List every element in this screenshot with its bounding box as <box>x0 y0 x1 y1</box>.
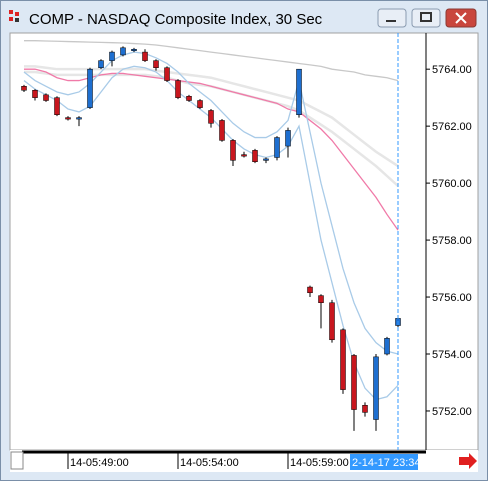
candle-body <box>164 67 170 81</box>
candle-body <box>219 120 225 141</box>
y-tick-label: 5760.00 <box>432 178 472 190</box>
candle-body <box>153 60 159 69</box>
window-title: COMP - NASDAQ Composite Index, 30 Sec <box>29 11 323 28</box>
y-tick-label: 5762.00 <box>432 121 472 133</box>
candle-body <box>21 86 27 91</box>
candle-body <box>120 47 126 56</box>
candle-body <box>65 117 71 120</box>
close-button[interactable] <box>445 8 477 28</box>
y-tick-label: 5758.00 <box>432 235 472 247</box>
candle-body <box>274 137 280 158</box>
app-icon <box>9 10 19 22</box>
candle-body <box>142 51 148 61</box>
indicator-line <box>24 68 399 231</box>
scroll-box[interactable] <box>10 451 24 470</box>
candle-body <box>241 154 247 157</box>
candle-body <box>186 95 192 101</box>
x-tick-label: 14-05:59:00 <box>290 457 349 469</box>
x-tick-label: 14-05:54:00 <box>180 457 239 469</box>
candle-body <box>208 110 214 124</box>
indicator-line <box>24 40 399 82</box>
candle-body <box>43 94 49 101</box>
candle-body <box>263 158 269 161</box>
candle-body <box>340 329 346 390</box>
candle-body <box>329 302 335 341</box>
candle-body <box>252 150 258 162</box>
y-tick-label: 5752.00 <box>432 406 472 418</box>
plot: 5752.00 5754.00 5756.00 5758.00 5760.00 5762.… <box>21 33 472 470</box>
candle-body <box>351 355 357 410</box>
indicator-line <box>24 65 399 168</box>
maximize-button[interactable] <box>411 8 441 28</box>
indicator-line <box>23 51 399 355</box>
candle-body <box>197 100 203 108</box>
y-tick-label: 5756.00 <box>432 292 472 304</box>
x-tick-label: 14-05:49:00 <box>70 457 129 469</box>
candle-body <box>109 51 115 61</box>
candle-body <box>296 68 302 116</box>
candle-body <box>98 60 104 69</box>
candle-body <box>32 90 38 98</box>
cursor-label: 2-14-17 23:34:00 <box>352 457 436 469</box>
candle-body <box>362 405 368 413</box>
minimize-button[interactable] <box>377 8 407 28</box>
candle-body <box>373 356 379 420</box>
candle-body <box>87 68 93 108</box>
candle-body <box>285 130 291 147</box>
candle-body <box>230 140 236 161</box>
scroll-right-arrow[interactable] <box>459 453 477 469</box>
candle-body <box>175 80 181 98</box>
candle-body <box>76 117 82 120</box>
y-tick-label: 5764.00 <box>432 64 472 76</box>
candle-body <box>318 295 324 303</box>
candle-body <box>54 97 60 116</box>
candle-body <box>384 338 390 355</box>
cursor-label-box <box>350 454 418 470</box>
y-tick-label: 5754.00 <box>432 349 472 361</box>
candle-body <box>131 48 137 51</box>
candle-body <box>307 286 313 294</box>
